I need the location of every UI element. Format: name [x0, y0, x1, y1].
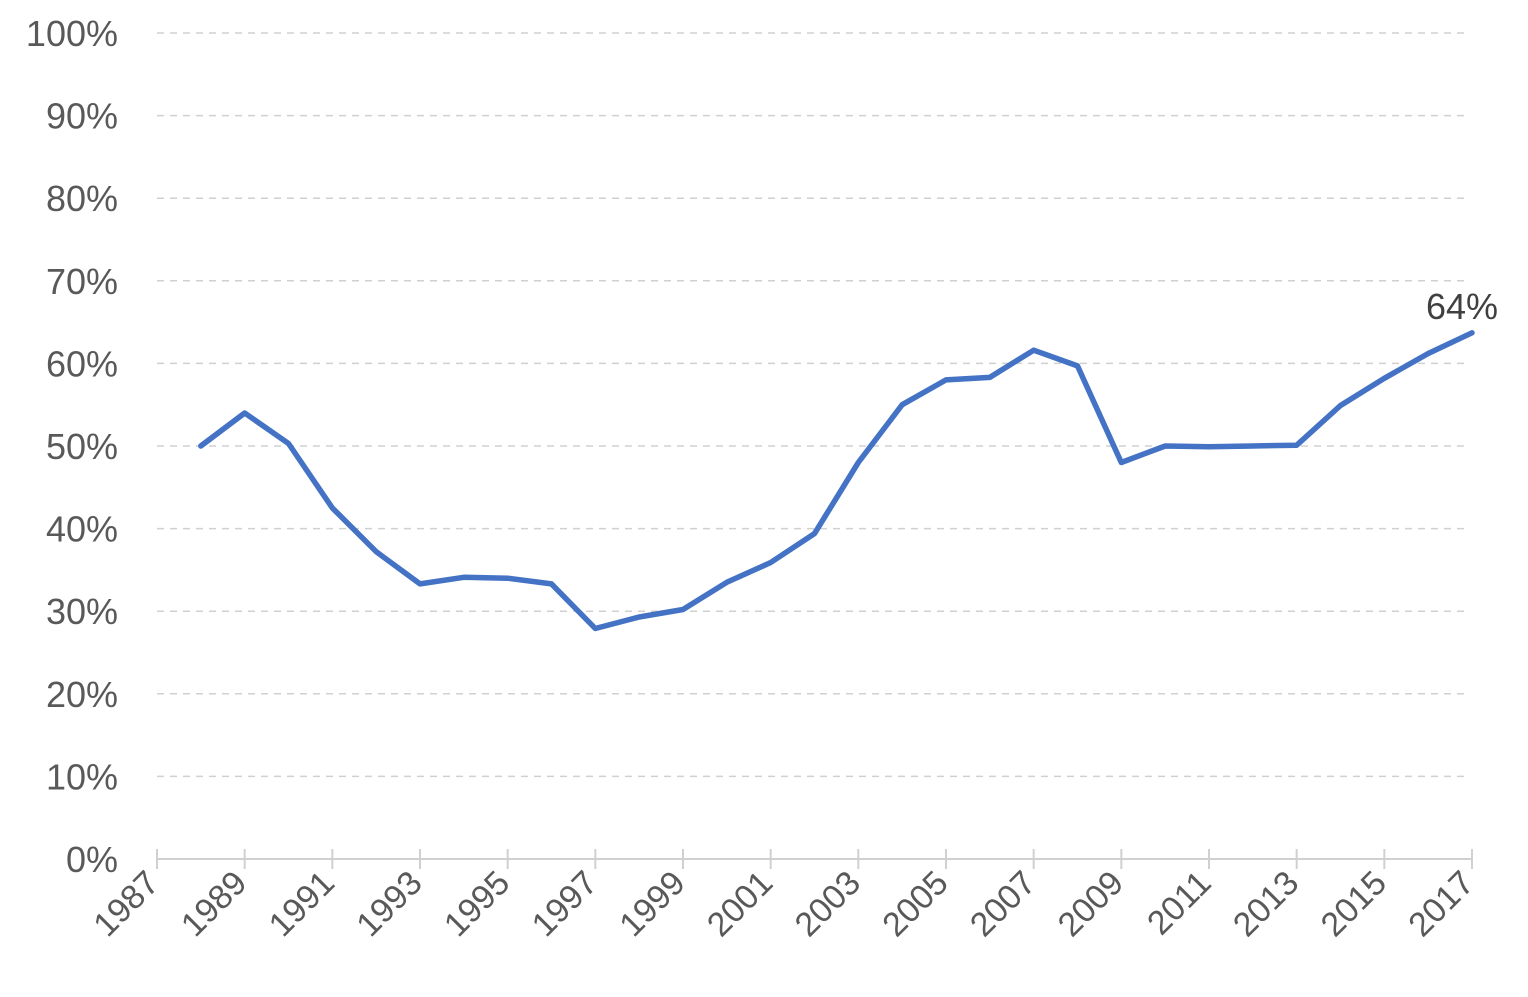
y-tick-label: 0%	[66, 839, 118, 880]
y-tick-label: 30%	[46, 591, 118, 632]
x-tick-label: 1999	[612, 864, 692, 944]
x-tick-label: 2001	[700, 864, 780, 944]
y-tick-label: 50%	[46, 426, 118, 467]
x-tick-label: 1993	[349, 864, 429, 944]
data-labels: 64%	[1426, 286, 1498, 327]
gridlines	[157, 32, 1467, 778]
series-line	[198, 330, 1475, 632]
x-tick-label: 2009	[1051, 864, 1131, 944]
y-tick-label: 40%	[46, 509, 118, 550]
x-tick-label: 1995	[437, 864, 517, 944]
y-tick-label: 70%	[46, 261, 118, 302]
x-tick-label: 1989	[174, 864, 254, 944]
y-tick-label: 10%	[46, 756, 118, 797]
x-tick-label: 1997	[525, 864, 605, 944]
x-tick-label: 2017	[1401, 864, 1481, 944]
x-tick-label: 2015	[1314, 864, 1394, 944]
x-tick-label: 2013	[1226, 864, 1306, 944]
y-tick-label: 80%	[46, 178, 118, 219]
y-axis-tick-labels: 0% 10% 20% 30% 40% 50% 60% 70% 80% 90% 100%	[26, 13, 118, 880]
x-tick-label: 2005	[875, 864, 955, 944]
x-tick-label: 2011	[1140, 864, 1219, 943]
x-tick-label: 1991	[262, 864, 342, 944]
x-tick-label: 2007	[963, 864, 1043, 944]
series-layer	[198, 330, 1475, 632]
data-label: 64%	[1426, 286, 1498, 327]
y-tick-label: 90%	[46, 96, 118, 137]
y-tick-label: 60%	[46, 343, 118, 384]
x-tick-label: 2003	[788, 864, 868, 944]
y-tick-label: 100%	[26, 13, 118, 54]
x-axis: 1987 1989 1991 1993 1995 1997 1999 2001 2003 2005…	[86, 849, 1482, 944]
y-tick-label: 20%	[46, 674, 118, 715]
